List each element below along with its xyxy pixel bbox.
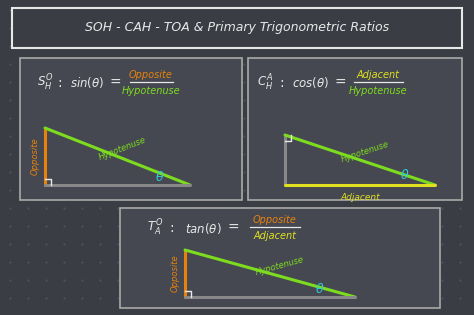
Text: $\theta$: $\theta$: [401, 168, 410, 182]
Text: Hypotenuse: Hypotenuse: [255, 255, 305, 277]
Text: =: =: [109, 76, 121, 90]
Text: Hypotenuse: Hypotenuse: [349, 86, 407, 96]
Text: :: :: [280, 76, 284, 90]
Text: $cos(\theta)$: $cos(\theta)$: [292, 76, 329, 90]
Text: $tan(\theta)$: $tan(\theta)$: [185, 220, 221, 236]
Text: $\theta$: $\theta$: [155, 170, 164, 184]
Text: Hypotenuse: Hypotenuse: [98, 135, 147, 162]
Text: Opposite: Opposite: [129, 70, 173, 80]
Text: Adjacent: Adjacent: [340, 192, 380, 202]
Text: Adjacent: Adjacent: [254, 231, 297, 241]
Text: Adjacent: Adjacent: [356, 70, 400, 80]
Text: Opposite: Opposite: [30, 138, 39, 175]
Text: SOH - CAH - TOA & Primary Trigonometric Ratios: SOH - CAH - TOA & Primary Trigonometric …: [85, 21, 389, 35]
Text: $C_H^A$: $C_H^A$: [257, 73, 273, 93]
Bar: [248, 58, 462, 200]
Text: $T_A^O$: $T_A^O$: [147, 218, 163, 238]
Text: =: =: [334, 76, 346, 90]
Bar: [12, 8, 462, 48]
Text: :: :: [170, 221, 174, 235]
Text: $sin(\theta)$: $sin(\theta)$: [70, 76, 104, 90]
Text: Opposite: Opposite: [171, 255, 180, 292]
Text: $\theta$: $\theta$: [315, 282, 325, 296]
Bar: [20, 58, 242, 200]
Text: Hypotenuse: Hypotenuse: [340, 140, 390, 164]
Text: :: :: [58, 76, 62, 90]
Text: =: =: [227, 221, 239, 235]
Text: $S_H^O$: $S_H^O$: [37, 73, 53, 93]
Text: Hypotenuse: Hypotenuse: [122, 86, 180, 96]
Text: Opposite: Opposite: [253, 215, 297, 225]
Bar: [120, 208, 440, 308]
